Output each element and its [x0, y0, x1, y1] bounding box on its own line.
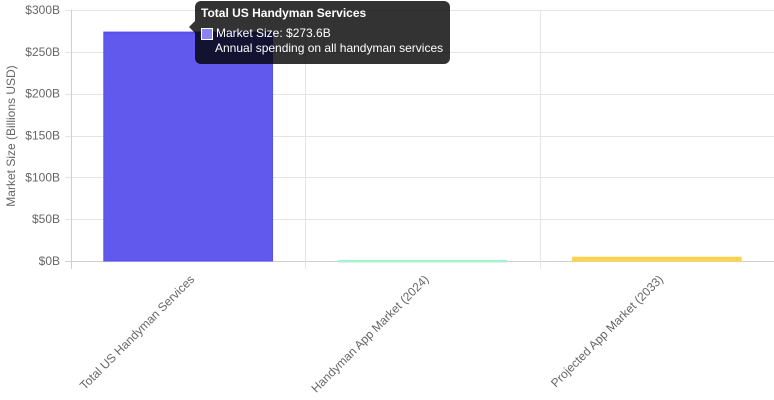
- y-tick-label: $250B: [25, 45, 60, 59]
- tooltip-value-row: Market Size: $273.6B: [201, 26, 444, 41]
- x-axis-ticks: Total US Handyman Services Handyman App M…: [77, 272, 666, 395]
- y-axis-title: Market Size (Billions USD): [4, 65, 18, 206]
- y-tick-label: $50B: [32, 212, 60, 226]
- tooltip-caret: [189, 21, 195, 33]
- y-axis-ticks: $0B $50B $100B $150B $200B $250B $300B: [25, 3, 60, 268]
- tooltip-title: Total US Handyman Services: [201, 6, 367, 20]
- y-tick-label: $100B: [25, 170, 60, 184]
- y-tick-label: $0B: [39, 254, 60, 268]
- x-tick-label: Projected App Market (2033): [548, 272, 666, 390]
- y-tick-label: $200B: [25, 87, 60, 101]
- x-tick-label: Handyman App Market (2024): [309, 272, 432, 395]
- x-tick-label: Total US Handyman Services: [77, 272, 197, 392]
- tooltip-color-swatch: [201, 27, 213, 40]
- tooltip-value: Market Size: $273.6B: [216, 26, 331, 40]
- chart-tooltip: Total US Handyman Services Market Size: …: [189, 1, 450, 64]
- bars: [103, 31, 742, 263]
- bar[interactable]: [103, 31, 274, 262]
- y-tick-label: $150B: [25, 129, 60, 143]
- tooltip-description: Annual spending on all handyman services: [215, 41, 444, 55]
- y-tick-label: $300B: [25, 3, 60, 17]
